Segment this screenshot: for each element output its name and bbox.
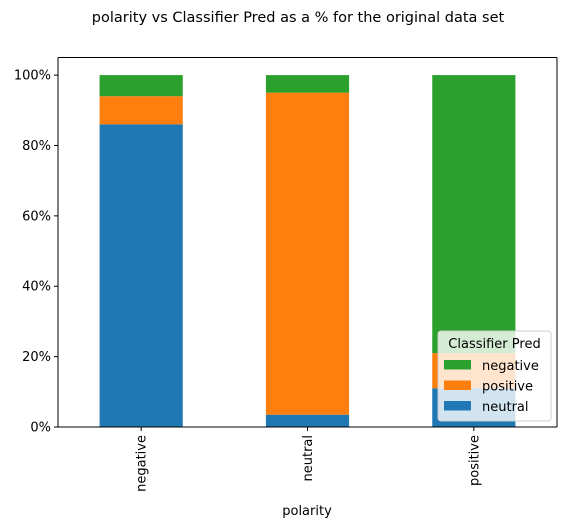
x-tick-label-neutral: neutral <box>301 435 316 482</box>
bar-negative-positive <box>99 96 183 125</box>
x-tick-label-negative: negative <box>135 435 150 492</box>
bar-positive-negative <box>432 75 516 354</box>
x-tick-label-positive: positive <box>467 435 482 486</box>
y-tick-label: 40% <box>22 280 51 295</box>
x-axis-label: polarity <box>282 504 332 519</box>
x-axis: negative neutral positive <box>58 57 558 492</box>
legend-title: Classifier Pred <box>448 337 540 352</box>
legend-label-positive: positive <box>482 380 533 395</box>
bar-negative-neutral <box>99 124 183 427</box>
legend-box <box>437 330 552 422</box>
y-tick-label: 100% <box>14 69 51 84</box>
bar-negative-negative <box>99 75 183 97</box>
chart-title: polarity vs Classifier Pred as a % for t… <box>92 10 505 26</box>
bar-neutral-negative <box>265 75 350 93</box>
y-tick-label: 60% <box>22 209 51 224</box>
legend-swatch-negative <box>444 360 471 370</box>
bars-layer <box>99 75 516 427</box>
legend-swatch-positive <box>444 380 471 390</box>
legend-label-negative: negative <box>482 359 539 374</box>
y-tick-label: 80% <box>22 139 51 154</box>
legend-swatch-neutral <box>444 401 471 411</box>
legend: Classifier Pred negative positive neutral <box>437 330 552 422</box>
y-tick-label: 0% <box>30 421 51 436</box>
legend-label-neutral: neutral <box>482 400 529 415</box>
y-tick-label: 20% <box>22 350 51 365</box>
bar-neutral-positive <box>265 92 350 415</box>
bar-neutral-neutral <box>265 414 350 427</box>
y-axis: 0% 20% 40% 60% 80% 100% <box>14 57 59 436</box>
